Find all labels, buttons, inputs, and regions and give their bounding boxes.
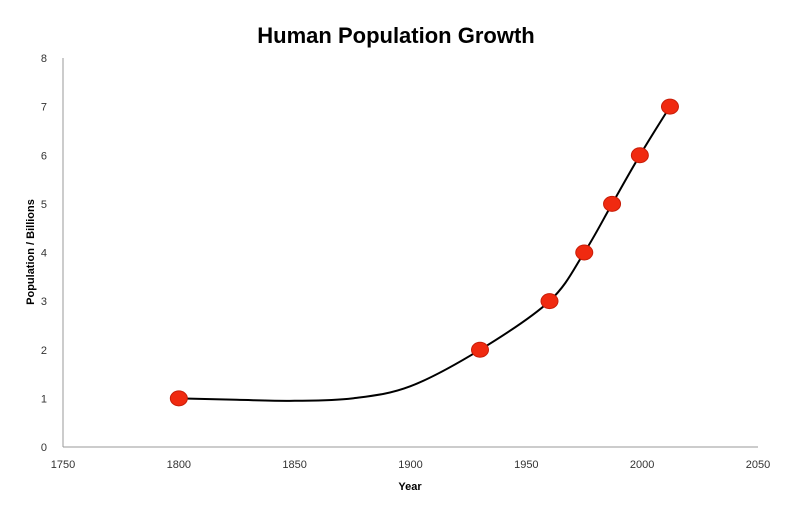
y-tick-label: 8 [41,53,47,65]
y-tick-label: 2 [41,345,47,357]
y-tick-label: 6 [41,150,47,162]
chart-title: Human Population Growth [257,23,534,48]
y-tick-label: 3 [41,296,47,308]
data-point [630,147,649,164]
data-point [603,195,622,212]
x-axis-label: Year [398,481,422,493]
x-tick-labels: 1750 1800 1850 1900 1950 2000 2050 [51,459,770,471]
y-tick-label: 1 [41,393,47,405]
data-points [169,98,679,407]
x-tick-label: 1750 [51,459,75,471]
x-tick-label: 1850 [282,459,306,471]
y-tick-label: 5 [41,199,47,211]
x-tick-label: 1900 [398,459,422,471]
y-tick-label: 4 [41,248,47,260]
x-tick-label: 2000 [630,459,654,471]
data-point [540,293,559,310]
data-point [471,341,489,358]
data-point [660,98,679,115]
data-point [575,244,594,261]
y-tick-labels: 0 1 2 3 4 5 6 7 8 [41,53,47,454]
x-tick-label: 2050 [746,459,770,471]
trendline [178,106,671,402]
x-tick-label: 1800 [167,459,191,471]
y-axis-label: Population / Billions [25,199,37,305]
y-tick-label: 7 [41,102,47,114]
data-point [169,390,188,407]
y-tick-label: 0 [41,442,47,454]
x-tick-label: 1950 [514,459,538,471]
axes [62,58,758,448]
